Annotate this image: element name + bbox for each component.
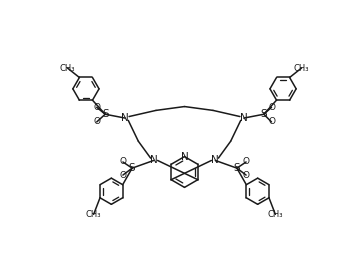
Text: S: S — [234, 163, 240, 173]
Text: CH₃: CH₃ — [267, 210, 283, 219]
Text: O: O — [268, 117, 275, 126]
Text: N: N — [181, 152, 188, 162]
Text: O: O — [120, 157, 126, 167]
Text: O: O — [243, 171, 249, 179]
Text: CH₃: CH₃ — [86, 210, 102, 219]
Text: S: S — [261, 109, 267, 119]
Text: O: O — [93, 117, 100, 126]
Text: N: N — [121, 113, 129, 123]
Text: O: O — [268, 103, 275, 112]
Text: N: N — [211, 155, 219, 166]
Text: N: N — [240, 113, 248, 123]
Text: S: S — [129, 163, 135, 173]
Text: N: N — [150, 155, 158, 166]
Text: O: O — [243, 157, 249, 167]
Text: O: O — [93, 103, 100, 112]
Text: CH₃: CH₃ — [60, 63, 75, 73]
Text: CH₃: CH₃ — [294, 63, 309, 73]
Text: O: O — [120, 171, 126, 179]
Text: S: S — [102, 109, 108, 119]
